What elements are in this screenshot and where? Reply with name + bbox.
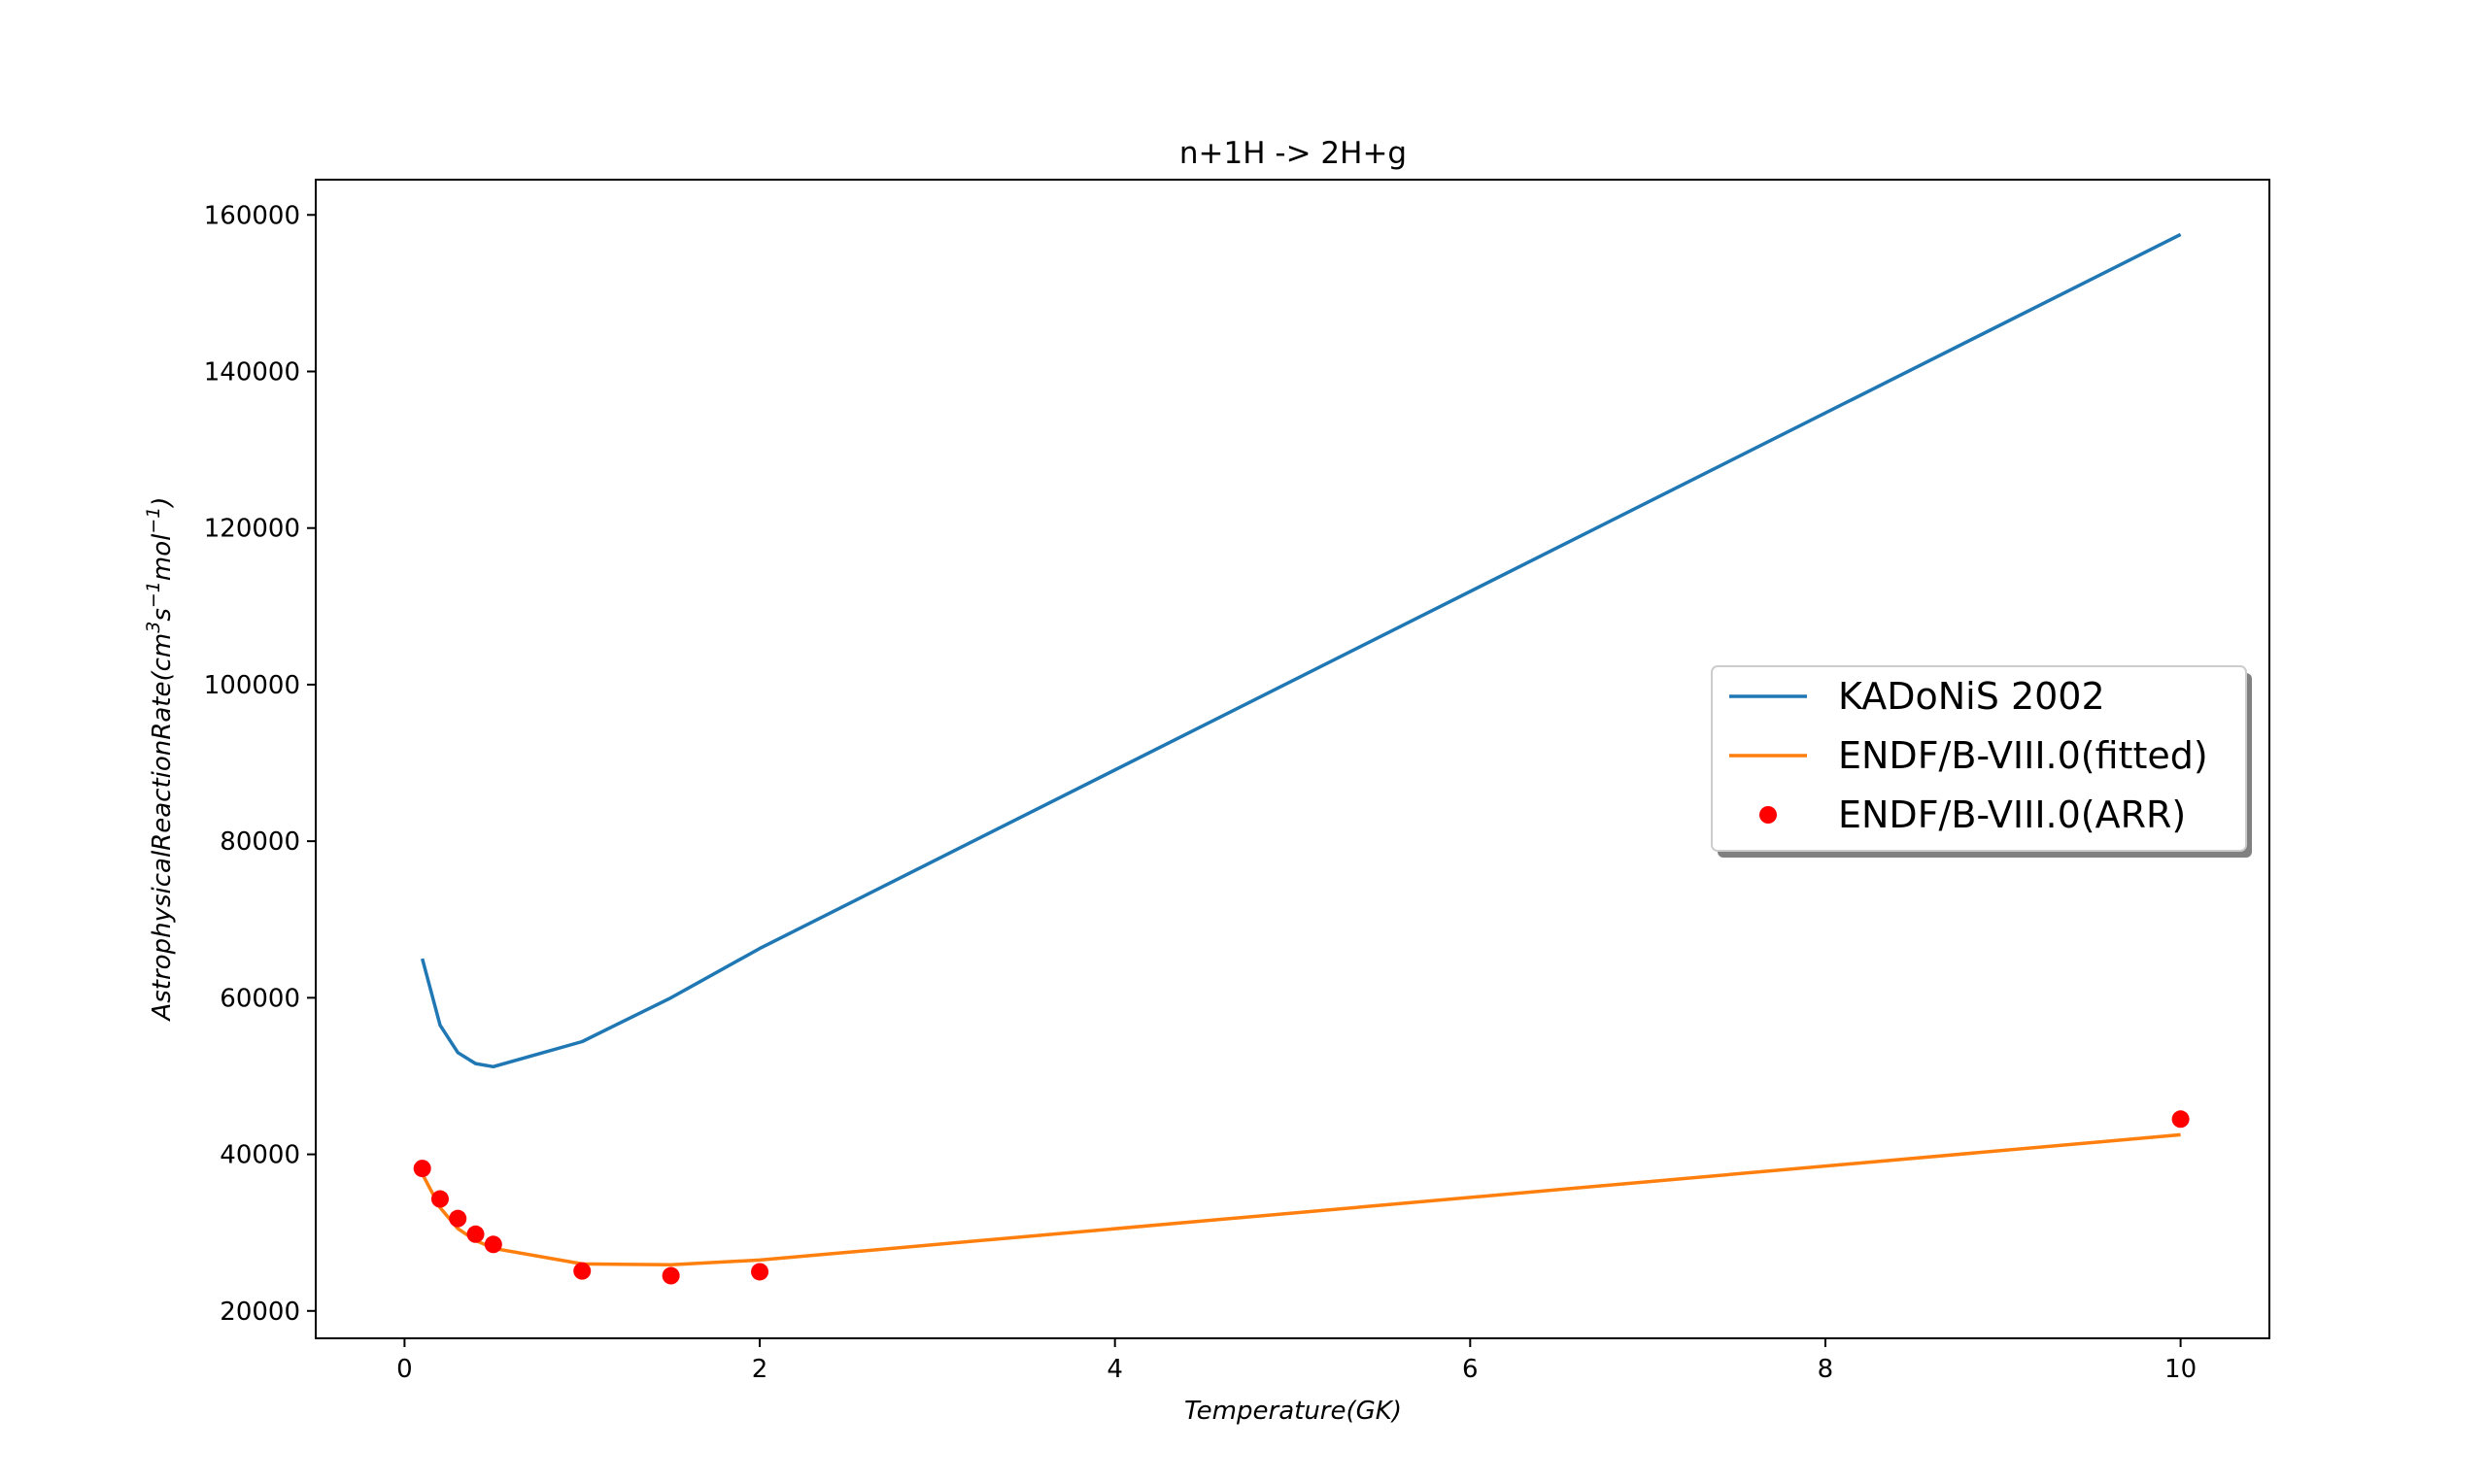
legend-label: ENDF/B-VIII.0(ARR) bbox=[1838, 793, 2186, 836]
y-tick-label: 140000 bbox=[204, 357, 300, 387]
legend-label: KADoNiS 2002 bbox=[1838, 675, 2105, 718]
x-tick-label: 6 bbox=[1462, 1355, 1479, 1384]
data-point bbox=[466, 1225, 485, 1243]
x-axis-label: Temperature(GK) bbox=[1184, 1397, 1402, 1426]
y-tick-label: 20000 bbox=[220, 1298, 300, 1327]
y-tick-label: 40000 bbox=[220, 1141, 300, 1170]
data-point bbox=[751, 1263, 769, 1281]
data-point bbox=[449, 1209, 467, 1228]
data-point bbox=[2171, 1110, 2190, 1129]
y-tick-label: 60000 bbox=[220, 984, 300, 1013]
data-point bbox=[430, 1190, 449, 1208]
x-tick-label: 0 bbox=[396, 1355, 413, 1384]
x-tick-label: 4 bbox=[1107, 1355, 1123, 1384]
y-axis: 20000 40000 60000 80000 100000 120000 140000 16… bbox=[204, 201, 316, 1327]
chart-title: n+1H -> 2H+g bbox=[1179, 136, 1407, 171]
data-point bbox=[573, 1262, 592, 1280]
y-tick-label: 160000 bbox=[204, 201, 300, 230]
series-line-1 bbox=[421, 1132, 2181, 1266]
data-point bbox=[413, 1160, 431, 1178]
data-point bbox=[484, 1235, 502, 1254]
y-axis-label: AstrophysicalReactionRate(cm3s−1mol−1) bbox=[143, 496, 177, 1022]
plot-area bbox=[413, 232, 2190, 1285]
legend: KADoNiS 2002 ENDF/B-VIII.0(fitted) ENDF/B-… bbox=[1711, 665, 2252, 858]
x-tick-label: 2 bbox=[752, 1355, 768, 1384]
data-point bbox=[662, 1266, 680, 1285]
legend-label: ENDF/B-VIII.0(fitted) bbox=[1838, 734, 2208, 777]
x-tick-label: 8 bbox=[1818, 1355, 1834, 1384]
plot-frame bbox=[315, 179, 2270, 1339]
x-tick-label: 10 bbox=[2164, 1355, 2197, 1384]
y-tick-label: 100000 bbox=[204, 671, 300, 700]
legend-swatch bbox=[1759, 806, 1777, 824]
series-line-0 bbox=[421, 232, 2182, 1069]
x-axis: 0 2 4 6 8 10 bbox=[396, 1338, 2197, 1384]
y-tick-label: 120000 bbox=[204, 515, 300, 544]
y-tick-label: 80000 bbox=[220, 827, 300, 857]
legend-box bbox=[1711, 665, 2247, 852]
